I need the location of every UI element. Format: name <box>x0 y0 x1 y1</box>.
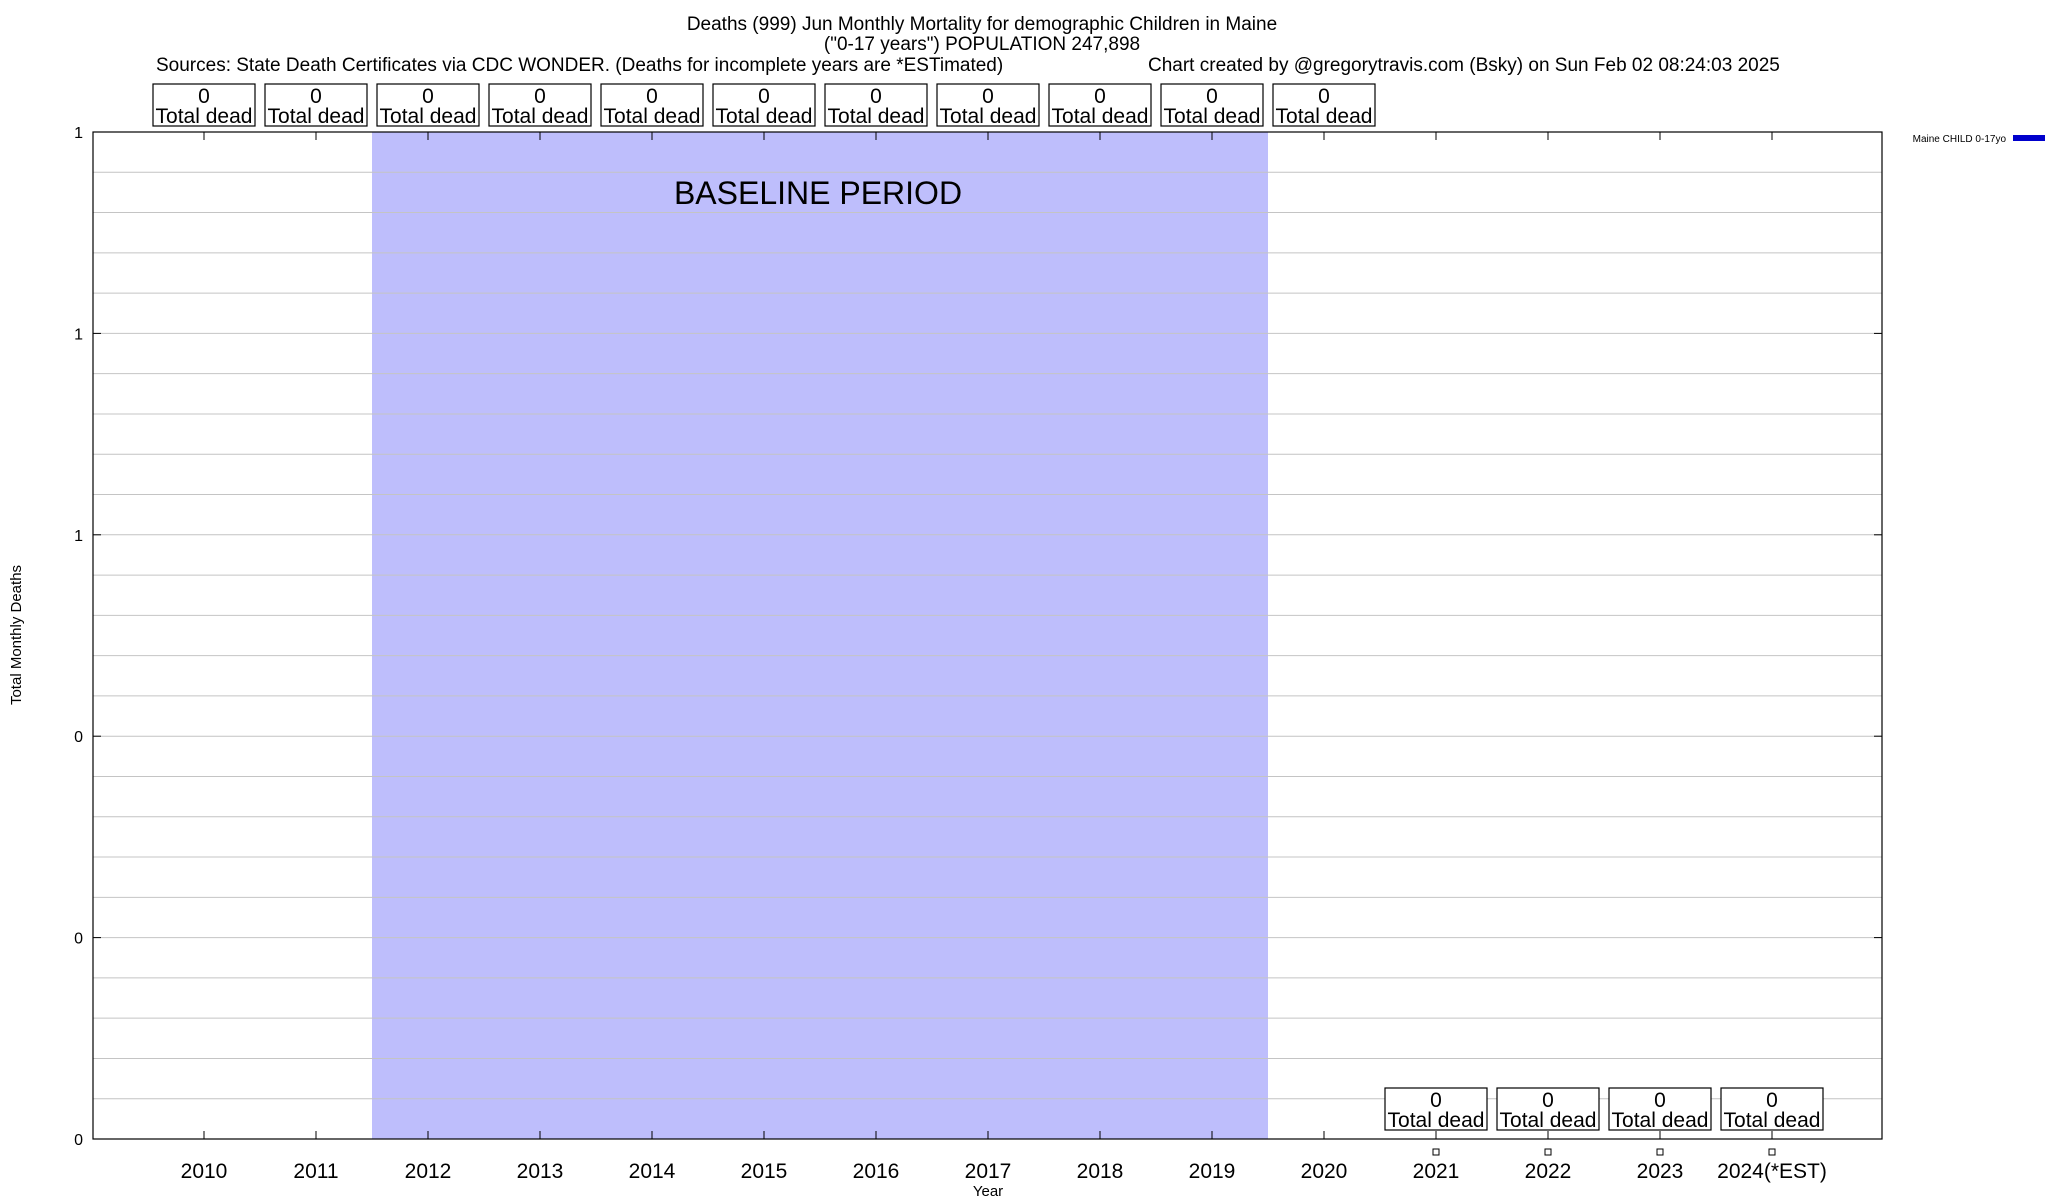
point-marker <box>1768 1148 1776 1156</box>
annotation-box-frame <box>1608 1087 1712 1131</box>
annotation-value: 0 <box>310 85 322 108</box>
annotation-value: 0 <box>982 85 994 108</box>
legend: Maine CHILD 0-17yo <box>1913 134 2045 145</box>
point-marker <box>1432 1148 1440 1156</box>
y-tick-label: 1 <box>74 125 83 142</box>
x-tick-label: 2022 <box>1525 1160 1572 1183</box>
x-tick-label: 2018 <box>1077 1160 1124 1183</box>
baseline-region <box>372 132 1268 1139</box>
x-tick-label: 2011 <box>293 1160 338 1183</box>
annotation-value: 0 <box>1430 1089 1442 1112</box>
annotation-label: Total dead <box>156 105 253 128</box>
annotation-box-frame <box>1720 1087 1824 1131</box>
annotation-box-frame <box>376 83 480 127</box>
x-tick-label: 2017 <box>965 1160 1012 1183</box>
annotation-box-frame <box>1496 1087 1600 1131</box>
annotation-label: Total dead <box>604 105 701 128</box>
annotation-box-frame <box>600 83 704 127</box>
annotation-value: 0 <box>1206 85 1218 108</box>
x-tick-label: 2012 <box>405 1160 452 1183</box>
annotation-box-frame <box>1272 83 1376 127</box>
annotation-box-frame <box>936 83 1040 127</box>
x-tick-label: 2024(*EST) <box>1717 1160 1827 1183</box>
annotation-label: Total dead <box>380 105 477 128</box>
annotation-value: 0 <box>534 85 546 108</box>
annotation-value: 0 <box>758 85 770 108</box>
annotation-value: 0 <box>1766 1089 1778 1112</box>
x-tick-label: 2014 <box>629 1160 676 1183</box>
point-marker <box>1656 1148 1664 1156</box>
x-tick-label: 2010 <box>181 1160 228 1183</box>
annotation-box-frame <box>712 83 816 127</box>
annotation-value: 0 <box>1094 85 1106 108</box>
y-tick-label: 1 <box>74 528 83 545</box>
x-tick-label: 2013 <box>517 1160 564 1183</box>
x-axis-label: Year <box>973 1183 1003 1200</box>
x-tick-label: 2020 <box>1301 1160 1348 1183</box>
annotation-label: Total dead <box>268 105 365 128</box>
legend-label: Maine CHILD 0-17yo <box>1913 134 2007 145</box>
annotation-label: Total dead <box>1164 105 1261 128</box>
y-tick-label: 0 <box>74 729 83 746</box>
y-tick-label: 1 <box>74 326 83 343</box>
chart-title-line-2: ("0-17 years") POPULATION 247,898 <box>824 34 1140 55</box>
annotation-label: Total dead <box>1724 1109 1821 1132</box>
annotation-box-frame <box>824 83 928 127</box>
annotation-label: Total dead <box>492 105 589 128</box>
annotation-label: Total dead <box>940 105 1037 128</box>
annotation-label: Total dead <box>1052 105 1149 128</box>
legend-swatch <box>2013 135 2045 141</box>
annotation-box-frame <box>152 83 256 127</box>
annotation-box-frame <box>1384 1087 1488 1131</box>
x-tick-label: 2021 <box>1413 1160 1460 1183</box>
annotation-label: Total dead <box>716 105 813 128</box>
y-tick-label: 0 <box>74 1132 83 1149</box>
y-axis-label: Total Monthly Deaths <box>8 565 25 705</box>
baseline-period-label: BASELINE PERIOD <box>674 175 962 211</box>
chart-credit: Chart created by @gregorytravis.com (Bsk… <box>1148 55 1780 76</box>
annotation-label: Total dead <box>828 105 925 128</box>
x-tick-label: 2023 <box>1637 1160 1684 1183</box>
annotation-value: 0 <box>422 85 434 108</box>
annotation-box-frame <box>264 83 368 127</box>
annotation-label: Total dead <box>1276 105 1373 128</box>
annotation-label: Total dead <box>1612 1109 1709 1132</box>
y-tick-label: 0 <box>74 931 83 948</box>
annotation-value: 0 <box>198 85 210 108</box>
annotation-value: 0 <box>1542 1089 1554 1112</box>
x-tick-label: 2019 <box>1189 1160 1236 1183</box>
annotation-value: 0 <box>1654 1089 1666 1112</box>
annotation-value: 0 <box>646 85 658 108</box>
annotation-value: 0 <box>1318 85 1330 108</box>
x-tick-label: 2015 <box>741 1160 788 1183</box>
annotation-label: Total dead <box>1500 1109 1597 1132</box>
point-marker <box>1544 1148 1552 1156</box>
annotation-box-frame <box>1160 83 1264 127</box>
annotation-value: 0 <box>870 85 882 108</box>
annotation-box-frame <box>1048 83 1152 127</box>
annotation-box-frame <box>488 83 592 127</box>
x-tick-label: 2016 <box>853 1160 900 1183</box>
chart-sources: Sources: State Death Certificates via CD… <box>156 55 1003 76</box>
annotation-label: Total dead <box>1388 1109 1485 1132</box>
chart-title-line-1: Deaths (999) Jun Monthly Mortality for d… <box>687 14 1277 35</box>
